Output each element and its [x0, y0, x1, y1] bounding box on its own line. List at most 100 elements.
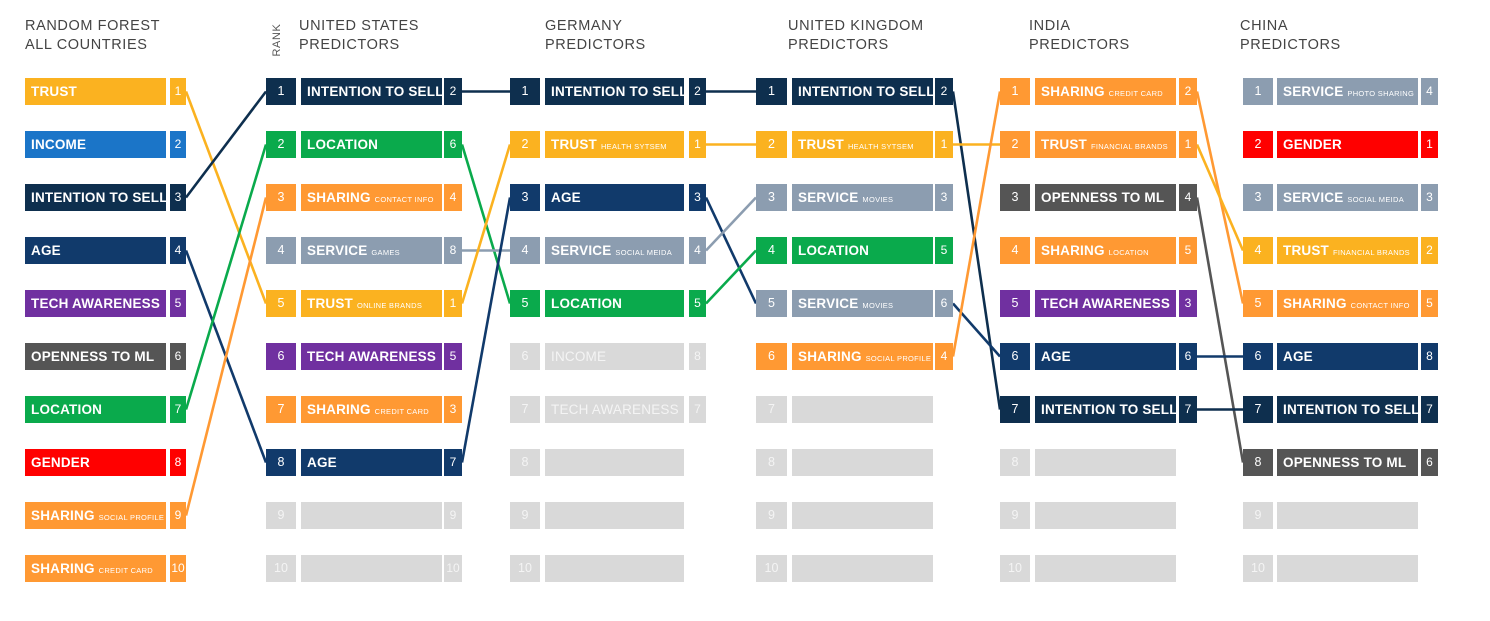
predictor-label: TRUST FINANCIAL BRANDS	[1277, 237, 1418, 264]
predictor-label: OPENNESS TO ML	[1277, 449, 1418, 476]
predictor-name: OPENNESS TO ML	[1041, 190, 1165, 205]
predictor-name: TRUST	[307, 296, 353, 311]
column-header-line: PREDICTORS	[299, 37, 400, 53]
column-header-line: PREDICTORS	[1240, 37, 1341, 53]
rank-number: 10	[1243, 555, 1273, 582]
overall-rank-number: 4	[170, 237, 186, 264]
predictor-label: SHARING LOCATION	[1035, 237, 1176, 264]
predictor-row-rf-10: SHARING CREDIT CARD 10	[0, 555, 1490, 582]
overall-rank-number: 7	[170, 396, 186, 423]
predictor-qualifier: CREDIT CARD	[374, 407, 430, 416]
rank-number: 7	[266, 396, 296, 423]
rank-change-connector	[460, 144, 512, 304]
overall-rank-number: 6	[1179, 343, 1197, 370]
rank-number: 8	[510, 449, 540, 476]
predictor-label: SHARING CREDIT CARD	[301, 396, 442, 423]
predictor-row-in-3: 3 OPENNESS TO ML 4	[0, 184, 1490, 211]
predictor-row-us-10: 10 10	[0, 555, 1490, 582]
predictor-name: AGE	[307, 455, 337, 470]
rank-number: 8	[1000, 449, 1030, 476]
column-header-line: PREDICTORS	[1029, 37, 1130, 53]
rank-number: 5	[756, 290, 787, 317]
predictor-row-us-8: 8 AGE 7	[0, 449, 1490, 476]
rank-number: 1	[1243, 78, 1273, 105]
predictor-row-cn-5: 5 SHARING CONTACT INFO 5	[0, 290, 1490, 317]
overall-rank-number: 9	[170, 502, 186, 529]
rank-number: 10	[1000, 555, 1030, 582]
predictor-label: INTENTION TO SELL	[792, 78, 933, 105]
predictor-qualifier: SOCIAL MEIDA	[1347, 195, 1405, 204]
predictor-label	[1035, 555, 1176, 582]
predictor-label	[545, 555, 684, 582]
predictor-row-rf-6: OPENNESS TO ML 6	[0, 343, 1490, 370]
predictor-name: INTENTION TO SELL	[1041, 402, 1176, 417]
rank-number: 3	[756, 184, 787, 211]
predictor-name: AGE	[1283, 349, 1313, 364]
predictor-name: INTENTION TO SELL	[1283, 402, 1418, 417]
overall-rank-number: 7	[1179, 396, 1197, 423]
predictor-label	[1035, 502, 1176, 529]
overall-rank-number: 7	[444, 449, 462, 476]
predictor-label: AGE	[25, 237, 166, 264]
rank-number: 5	[510, 290, 540, 317]
overall-rank-number: 2	[1179, 78, 1197, 105]
predictor-label: TECH AWARENESS	[25, 290, 166, 317]
predictor-name: INTENTION TO SELL	[307, 84, 442, 99]
overall-rank-number: 10	[444, 555, 462, 582]
predictor-name: TRUST	[1041, 137, 1087, 152]
predictor-row-rf-4: AGE 4	[0, 237, 1490, 264]
predictor-label: SHARING CREDIT CARD	[1035, 78, 1176, 105]
predictor-name: SHARING	[307, 402, 371, 417]
overall-rank-number: 3	[444, 396, 462, 423]
rank-axis-label-text: RANK	[271, 23, 283, 57]
predictor-label: SERVICE GAMES	[301, 237, 442, 264]
rank-number: 2	[510, 131, 540, 158]
overall-rank-number: 5	[935, 237, 953, 264]
predictor-row-us-1: 1 INTENTION TO SELL 2	[0, 78, 1490, 105]
column-header-uk: UNITED KINGDOM PREDICTORS	[788, 17, 924, 55]
rank-number: 7	[510, 396, 540, 423]
rank-number: 6	[266, 343, 296, 370]
predictor-row-in-9: 9	[0, 502, 1490, 529]
predictor-label: AGE	[301, 449, 442, 476]
overall-rank-number: 3	[1179, 290, 1197, 317]
rank-number: 9	[266, 502, 296, 529]
predictor-row-us-7: 7 SHARING CREDIT CARD 3	[0, 396, 1490, 423]
predictor-label: INCOME	[545, 343, 684, 370]
predictor-name: AGE	[551, 190, 581, 205]
predictor-label: INTENTION TO SELL	[1277, 396, 1418, 423]
predictor-label: GENDER	[1277, 131, 1418, 158]
rank-number: 6	[510, 343, 540, 370]
predictor-name: LOCATION	[551, 296, 623, 311]
rank-number: 4	[266, 237, 296, 264]
rank-number: 1	[266, 78, 296, 105]
predictor-name: GENDER	[1283, 137, 1342, 152]
predictor-label: AGE	[1035, 343, 1176, 370]
predictor-label: INTENTION TO SELL	[25, 184, 166, 211]
column-header-cn: CHINA PREDICTORS	[1240, 17, 1341, 55]
predictor-row-de-9: 9	[0, 502, 1490, 529]
predictor-row-de-3: 3 AGE 3	[0, 184, 1490, 211]
predictor-qualifier: CREDIT CARD	[98, 566, 154, 575]
predictor-name: SERVICE	[307, 243, 368, 258]
overall-rank-number: 6	[1421, 449, 1438, 476]
predictor-label	[1277, 555, 1418, 582]
overall-rank-number: 3	[170, 184, 186, 211]
overall-rank-number: 2	[689, 78, 706, 105]
rank-number: 10	[756, 555, 787, 582]
rank-number: 1	[756, 78, 787, 105]
rank-number: 3	[1243, 184, 1273, 211]
predictor-label: TRUST ONLINE BRANDS	[301, 290, 442, 317]
overall-rank-number: 5	[1421, 290, 1438, 317]
rank-number: 8	[266, 449, 296, 476]
predictor-name: TRUST	[1283, 243, 1329, 258]
column-header-line: UNITED KINGDOM	[788, 18, 924, 34]
predictor-row-cn-4: 4 TRUST FINANCIAL BRANDS 2	[0, 237, 1490, 264]
overall-rank-number: 2	[935, 78, 953, 105]
predictor-row-uk-8: 8	[0, 449, 1490, 476]
predictor-label: TRUST FINANCIAL BRANDS	[1035, 131, 1176, 158]
predictor-qualifier: ONLINE BRANDS	[356, 301, 423, 310]
column-header-rf: RANDOM FOREST ALL COUNTRIES	[25, 17, 160, 55]
